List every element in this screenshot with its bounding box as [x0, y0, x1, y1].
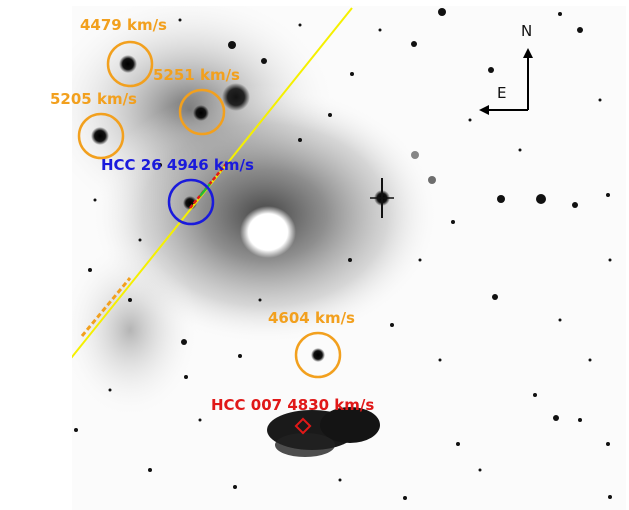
galaxy-core: [240, 206, 296, 258]
slit-red-segment: [189, 163, 227, 209]
object-5251: [193, 105, 209, 121]
circle-5251: [178, 88, 226, 136]
hcc007-companion: [320, 407, 380, 443]
field-stars: [74, 8, 612, 500]
compass-arrows: [479, 48, 533, 115]
circle-4604: [294, 331, 342, 379]
circle-hcc26: [167, 178, 215, 226]
circle-5205: [77, 112, 125, 160]
slit-orange-segment: [80, 277, 132, 337]
label-5251: 5251 km/s: [153, 66, 240, 84]
circle-4479: [106, 40, 154, 88]
label-hcc26: HCC 26 4946 km/s: [101, 156, 254, 174]
label-4479: 4479 km/s: [80, 16, 167, 34]
left-faint-halo: [72, 240, 200, 420]
label-5205: 5205 km/s: [50, 90, 137, 108]
label-hcc007: HCC 007 4830 km/s: [211, 396, 375, 414]
hcc007-tail: [275, 433, 335, 457]
bright-star-right: [370, 178, 394, 218]
slit-green-segment: [199, 183, 211, 197]
bright-star-top: [222, 83, 250, 111]
diamond-hcc007: [294, 417, 312, 435]
slit-line: [72, 7, 353, 359]
object-5205: [91, 127, 109, 145]
compass-north-label: N: [521, 22, 533, 40]
object-4479: [119, 55, 137, 73]
compass-east-label: E: [497, 84, 507, 102]
object-4604: [311, 348, 325, 362]
label-4604: 4604 km/s: [268, 309, 355, 327]
